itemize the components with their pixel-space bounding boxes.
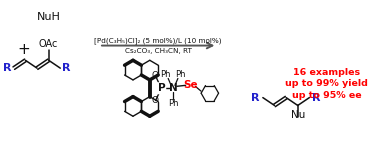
Text: Cs₂CO₃, CH₃CN, RT: Cs₂CO₃, CH₃CN, RT <box>125 48 192 54</box>
Text: Ph: Ph <box>175 70 186 79</box>
Text: +: + <box>17 42 30 57</box>
Text: R: R <box>312 93 321 103</box>
Text: OAc: OAc <box>39 38 58 48</box>
Text: Se: Se <box>183 80 198 90</box>
Text: up to 95% ee: up to 95% ee <box>292 91 362 100</box>
Text: [Pd(C₃H₅)Cl]₂ (5 mol%)/L (10 mol%): [Pd(C₃H₅)Cl]₂ (5 mol%)/L (10 mol%) <box>94 37 222 44</box>
Text: R: R <box>3 63 12 73</box>
Text: P: P <box>158 83 165 93</box>
Text: O: O <box>151 96 158 105</box>
Text: N: N <box>169 83 177 93</box>
Text: 16 examples: 16 examples <box>293 68 360 77</box>
Text: R: R <box>62 63 71 73</box>
Text: R: R <box>251 93 260 103</box>
Text: Nu: Nu <box>291 110 305 120</box>
Text: up to 99% yield: up to 99% yield <box>285 79 368 88</box>
Text: Ph: Ph <box>160 70 170 79</box>
Text: O: O <box>151 71 158 81</box>
Text: NuH: NuH <box>37 12 60 22</box>
Text: Ph: Ph <box>168 99 178 109</box>
